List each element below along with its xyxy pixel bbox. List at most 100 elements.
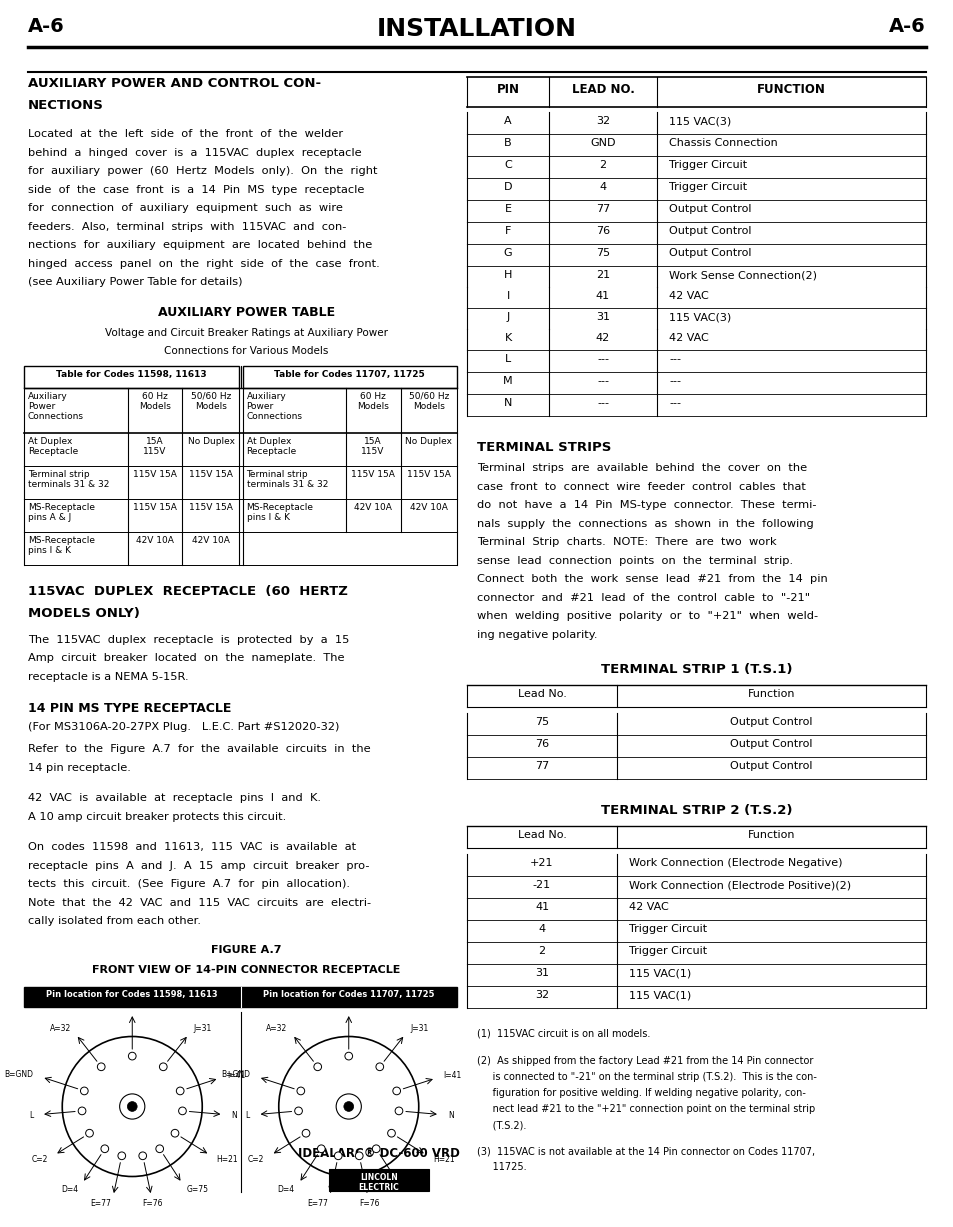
Text: ELECTRIC: ELECTRIC — [358, 1183, 398, 1191]
Circle shape — [101, 1145, 109, 1152]
Text: 60 Hz
Models: 60 Hz Models — [356, 391, 389, 411]
Text: D=4: D=4 — [61, 1185, 78, 1194]
Text: F: F — [504, 226, 511, 236]
Circle shape — [317, 1145, 325, 1152]
Text: No Duplex: No Duplex — [188, 437, 234, 445]
Text: 4: 4 — [598, 182, 606, 191]
Text: ---: --- — [668, 355, 680, 364]
Text: 115V 15A: 115V 15A — [189, 503, 233, 512]
Text: feeders.  Also,  terminal  strips  with  115VAC  and  con-: feeders. Also, terminal strips with 115V… — [28, 222, 346, 232]
Text: nect lead #21 to the "+21" connection point on the terminal strip: nect lead #21 to the "+21" connection po… — [476, 1104, 815, 1114]
Bar — [242, 366, 456, 388]
Text: A-6: A-6 — [888, 17, 925, 36]
Circle shape — [372, 1145, 379, 1152]
Text: 42 VAC: 42 VAC — [668, 291, 708, 301]
Text: is connected to "-21" on the terminal strip (T.S.2).  This is the con-: is connected to "-21" on the terminal st… — [476, 1072, 816, 1082]
Text: 42 VAC: 42 VAC — [668, 333, 708, 344]
Text: 77: 77 — [596, 204, 610, 213]
Text: Work Connection (Electrode Negative): Work Connection (Electrode Negative) — [628, 858, 841, 867]
Text: Function: Function — [747, 829, 795, 840]
Text: 42: 42 — [596, 333, 610, 344]
Text: Table for Codes 11707, 11725: Table for Codes 11707, 11725 — [274, 369, 425, 378]
Text: Pin location for Codes 11598, 11613: Pin location for Codes 11598, 11613 — [47, 989, 218, 999]
Text: 4: 4 — [537, 924, 545, 934]
Text: receptacle  pins  A  and  J.  A  15  amp  circuit  breaker  pro-: receptacle pins A and J. A 15 amp circui… — [28, 860, 369, 870]
Text: N: N — [503, 398, 512, 409]
Text: 32: 32 — [596, 117, 609, 126]
Text: hinged  access  panel  on  the  right  side  of  the  case  front.: hinged access panel on the right side of… — [28, 259, 379, 269]
Text: On  codes  11598  and  11613,  115  VAC  is  available  at: On codes 11598 and 11613, 115 VAC is ava… — [28, 842, 355, 852]
Text: Output Control: Output Control — [668, 226, 751, 236]
Text: MS-Receptacle
pins A & J: MS-Receptacle pins A & J — [28, 503, 95, 521]
Text: AUXILIARY POWER TABLE: AUXILIARY POWER TABLE — [158, 306, 335, 319]
Text: N: N — [447, 1110, 453, 1120]
Text: 60 Hz
Models: 60 Hz Models — [139, 391, 171, 411]
Text: MS-Receptacle
pins I & K: MS-Receptacle pins I & K — [246, 503, 314, 521]
Text: 115V 15A: 115V 15A — [132, 503, 176, 512]
Text: Auxiliary
Power
Connections: Auxiliary Power Connections — [28, 391, 84, 421]
Text: TERMINAL STRIPS: TERMINAL STRIPS — [476, 440, 611, 454]
Circle shape — [97, 1063, 105, 1071]
Text: 15A
115V: 15A 115V — [361, 437, 384, 456]
Circle shape — [176, 1087, 184, 1094]
Text: Terminal strip
terminals 31 & 32: Terminal strip terminals 31 & 32 — [28, 470, 110, 488]
Circle shape — [127, 1102, 137, 1112]
Text: for  connection  of  auxiliary  equipment  such  as  wire: for connection of auxiliary equipment su… — [28, 202, 342, 213]
Text: No Duplex: No Duplex — [405, 437, 452, 445]
Text: At Duplex
Receptacle: At Duplex Receptacle — [28, 437, 78, 456]
Text: 42V 10A: 42V 10A — [136, 535, 173, 545]
Circle shape — [78, 1107, 86, 1115]
Text: C=2: C=2 — [31, 1155, 48, 1163]
Text: H: H — [503, 270, 512, 280]
Text: 15A
115V: 15A 115V — [143, 437, 167, 456]
Text: Auxiliary
Power
Connections: Auxiliary Power Connections — [246, 391, 302, 421]
Text: J: J — [506, 312, 509, 321]
Text: Connect  both  the  work  sense  lead  #21  from  the  14  pin: Connect both the work sense lead #21 fro… — [476, 574, 827, 584]
Circle shape — [343, 1102, 354, 1112]
Text: Note  that  the  42  VAC  and  115  VAC  circuits  are  electri-: Note that the 42 VAC and 115 VAC circuit… — [28, 897, 371, 908]
Text: Trigger Circuit: Trigger Circuit — [628, 924, 706, 934]
Text: Amp  circuit  breaker  located  on  the  nameplate.  The: Amp circuit breaker located on the namep… — [28, 653, 344, 663]
Text: H=21: H=21 — [216, 1155, 238, 1163]
Text: G=75: G=75 — [186, 1185, 208, 1194]
Text: L: L — [245, 1110, 250, 1120]
Circle shape — [80, 1087, 88, 1094]
Text: Chassis Connection: Chassis Connection — [668, 137, 777, 148]
Text: 115 VAC(1): 115 VAC(1) — [628, 990, 691, 1000]
Text: E=77: E=77 — [307, 1199, 328, 1209]
Text: 77: 77 — [535, 761, 549, 771]
Text: Output Control: Output Control — [729, 717, 812, 728]
Text: G=75: G=75 — [402, 1185, 424, 1194]
Text: ing negative polarity.: ing negative polarity. — [476, 629, 597, 639]
Text: Lead No.: Lead No. — [517, 829, 566, 840]
Text: Lead No.: Lead No. — [517, 690, 566, 699]
Text: IDEALARC® DC-600 VRD: IDEALARC® DC-600 VRD — [297, 1146, 459, 1160]
Circle shape — [118, 1152, 126, 1160]
Circle shape — [355, 1152, 363, 1160]
Circle shape — [345, 1053, 353, 1060]
Text: I: I — [506, 291, 509, 301]
Text: 50/60 Hz
Models: 50/60 Hz Models — [408, 391, 449, 411]
Text: Trigger Circuit: Trigger Circuit — [668, 160, 746, 171]
Text: Output Control: Output Control — [668, 248, 751, 258]
Text: Pin location for Codes 11707, 11725: Pin location for Codes 11707, 11725 — [263, 989, 434, 999]
Text: +21: +21 — [530, 858, 553, 867]
Text: F=76: F=76 — [358, 1199, 379, 1209]
Text: for  auxiliary  power  (60  Hertz  Models  only).  On  the  right: for auxiliary power (60 Hertz Models onl… — [28, 166, 377, 175]
Text: Table for Codes 11598, 11613: Table for Codes 11598, 11613 — [56, 369, 207, 378]
Text: I=41: I=41 — [227, 1071, 245, 1080]
Text: nals  supply  the  connections  as  shown  in  the  following: nals supply the connections as shown in … — [476, 519, 813, 529]
Circle shape — [375, 1063, 383, 1071]
Text: 75: 75 — [596, 248, 609, 258]
Text: (3)  115VAC is not available at the 14 Pin connector on Codes 11707,: (3) 115VAC is not available at the 14 Pi… — [476, 1146, 814, 1156]
Circle shape — [155, 1145, 163, 1152]
Text: 115V 15A: 115V 15A — [351, 470, 395, 479]
Text: 42 VAC: 42 VAC — [628, 902, 668, 912]
Text: GND: GND — [590, 137, 615, 148]
Text: Voltage and Circuit Breaker Ratings at Auxiliary Power: Voltage and Circuit Breaker Ratings at A… — [105, 328, 388, 337]
Text: 42V 10A: 42V 10A — [193, 535, 230, 545]
Text: ---: --- — [668, 398, 680, 409]
Text: B: B — [503, 137, 511, 148]
Text: H=21: H=21 — [433, 1155, 455, 1163]
Text: sense  lead  connection  points  on  the  terminal  strip.: sense lead connection points on the term… — [476, 556, 792, 566]
